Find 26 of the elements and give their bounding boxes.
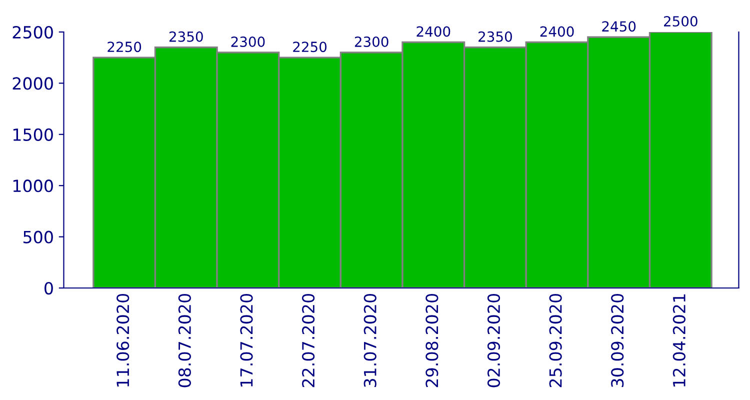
x-tick-label: 31.07.2020 [364,294,376,388]
data-label: 2350 [478,31,512,42]
data-label: 2500 [664,16,698,27]
x-tick-label: 29.08.2020 [426,294,438,388]
x-tick-label: 11.06.2020 [116,294,130,386]
data-label: 2300 [231,36,265,48]
data-label: 2250 [108,42,142,52]
x-tick-label: 02.09.2020 [487,294,500,388]
x-tick-label: 08.07.2020 [178,294,191,388]
data-label: 2400 [416,26,450,37]
x-tick-label: 17.07.2020 [240,294,253,386]
data-label: 2300 [354,36,388,48]
y-tick-label: 2000 [12,77,53,90]
y-tick-label: 1000 [13,180,53,192]
y-tick-label: 500 [24,230,53,244]
x-tick-label: 12.04.2021 [672,294,686,386]
data-label: 2350 [169,31,203,42]
data-label: 2400 [540,26,574,37]
y-tick-label: 2500 [12,26,53,39]
y-tick-label: 1500 [13,128,53,141]
x-tick-label: 22.07.2020 [302,294,315,388]
x-tick-label: 25.09.2020 [549,294,562,388]
y-tick-label: 0 [44,282,53,295]
x-tick-label: 30.09.2020 [611,294,624,388]
data-label: 2450 [602,21,636,32]
data-label: 2250 [293,42,327,52]
